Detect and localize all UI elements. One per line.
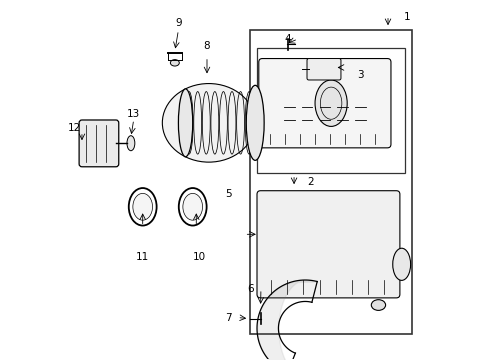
- Text: 10: 10: [193, 252, 206, 262]
- Text: 3: 3: [357, 69, 363, 80]
- Text: 11: 11: [136, 252, 149, 262]
- Ellipse shape: [183, 193, 202, 220]
- FancyBboxPatch shape: [306, 59, 340, 80]
- Text: 9: 9: [175, 18, 182, 28]
- Ellipse shape: [370, 300, 385, 310]
- Ellipse shape: [392, 248, 410, 280]
- Ellipse shape: [133, 193, 152, 220]
- Text: 13: 13: [127, 109, 140, 119]
- Ellipse shape: [178, 89, 192, 157]
- FancyBboxPatch shape: [258, 59, 390, 148]
- Ellipse shape: [246, 85, 264, 160]
- FancyBboxPatch shape: [79, 120, 119, 167]
- Ellipse shape: [314, 80, 346, 126]
- Text: 8: 8: [203, 41, 210, 51]
- Bar: [249, 30, 411, 334]
- FancyBboxPatch shape: [257, 191, 399, 298]
- Text: 7: 7: [224, 312, 231, 323]
- Ellipse shape: [127, 136, 135, 151]
- Text: 1: 1: [403, 13, 409, 22]
- Text: 5: 5: [224, 189, 231, 199]
- Text: 6: 6: [246, 284, 253, 294]
- Text: 2: 2: [306, 177, 313, 187]
- Text: 12: 12: [68, 123, 81, 133]
- Text: 4: 4: [284, 34, 290, 44]
- Bar: [257, 48, 405, 173]
- Ellipse shape: [162, 84, 255, 162]
- Ellipse shape: [170, 60, 179, 66]
